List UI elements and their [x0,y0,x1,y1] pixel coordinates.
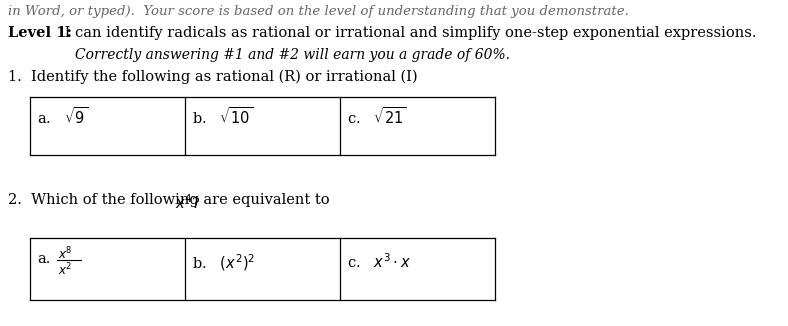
Text: Correctly answering #1 and #2 will earn you a grade of 60%.: Correctly answering #1 and #2 will earn … [75,48,510,62]
Text: $x^2$: $x^2$ [58,262,72,279]
Text: $x^4$?: $x^4$? [175,193,201,212]
Text: a.   $\sqrt{9}$: a. $\sqrt{9}$ [37,106,88,127]
Text: 2.  Which of the following are equivalent to: 2. Which of the following are equivalent… [8,193,334,207]
Text: a.: a. [37,252,50,266]
Text: c.   $x^3 \cdot x$: c. $x^3 \cdot x$ [347,252,411,271]
Text: in Word, or typed).  Your score is based on the level of understanding that you : in Word, or typed). Your score is based … [8,5,629,18]
Text: c.   $\sqrt{21}$: c. $\sqrt{21}$ [347,106,407,127]
Text: b.   $(x^2)^2$: b. $(x^2)^2$ [192,252,255,273]
Text: b.   $\sqrt{10}$: b. $\sqrt{10}$ [192,106,253,127]
Text: 1.  Identify the following as rational (R) or irrational (I): 1. Identify the following as rational (R… [8,70,418,84]
Text: Level 1:: Level 1: [8,26,72,40]
Text: I can identify radicals as rational or irrational and simplify one-step exponent: I can identify radicals as rational or i… [60,26,756,40]
Text: $x^8$: $x^8$ [58,246,72,263]
